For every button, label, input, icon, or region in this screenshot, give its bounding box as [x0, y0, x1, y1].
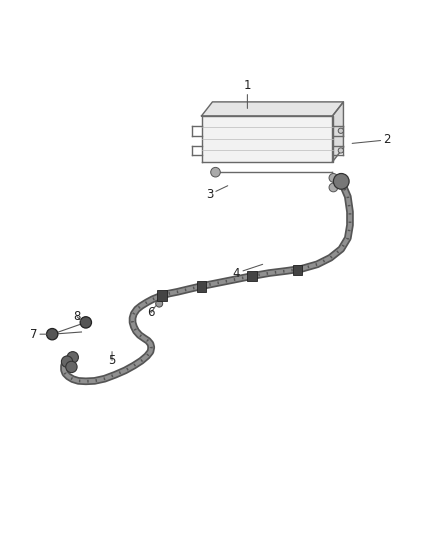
FancyBboxPatch shape: [197, 281, 206, 292]
Polygon shape: [201, 116, 332, 161]
Circle shape: [338, 148, 343, 153]
FancyBboxPatch shape: [247, 271, 257, 281]
Circle shape: [333, 179, 342, 187]
Polygon shape: [201, 102, 343, 116]
Text: 6: 6: [148, 306, 155, 319]
Circle shape: [155, 300, 162, 307]
Text: 3: 3: [206, 185, 228, 201]
FancyBboxPatch shape: [157, 290, 167, 301]
Circle shape: [61, 356, 73, 367]
Text: 2: 2: [352, 133, 391, 147]
Polygon shape: [332, 102, 343, 161]
FancyBboxPatch shape: [293, 265, 302, 275]
Circle shape: [80, 317, 92, 328]
Circle shape: [329, 174, 338, 182]
Circle shape: [67, 352, 78, 363]
Circle shape: [338, 128, 343, 133]
Text: 7: 7: [30, 328, 49, 341]
Text: 4: 4: [233, 264, 263, 279]
Circle shape: [329, 183, 338, 192]
Circle shape: [46, 328, 58, 340]
Text: 8: 8: [74, 310, 81, 323]
Text: 5: 5: [108, 352, 116, 367]
Circle shape: [333, 174, 349, 189]
Text: 1: 1: [244, 79, 251, 108]
Circle shape: [66, 361, 77, 373]
Circle shape: [211, 167, 220, 177]
